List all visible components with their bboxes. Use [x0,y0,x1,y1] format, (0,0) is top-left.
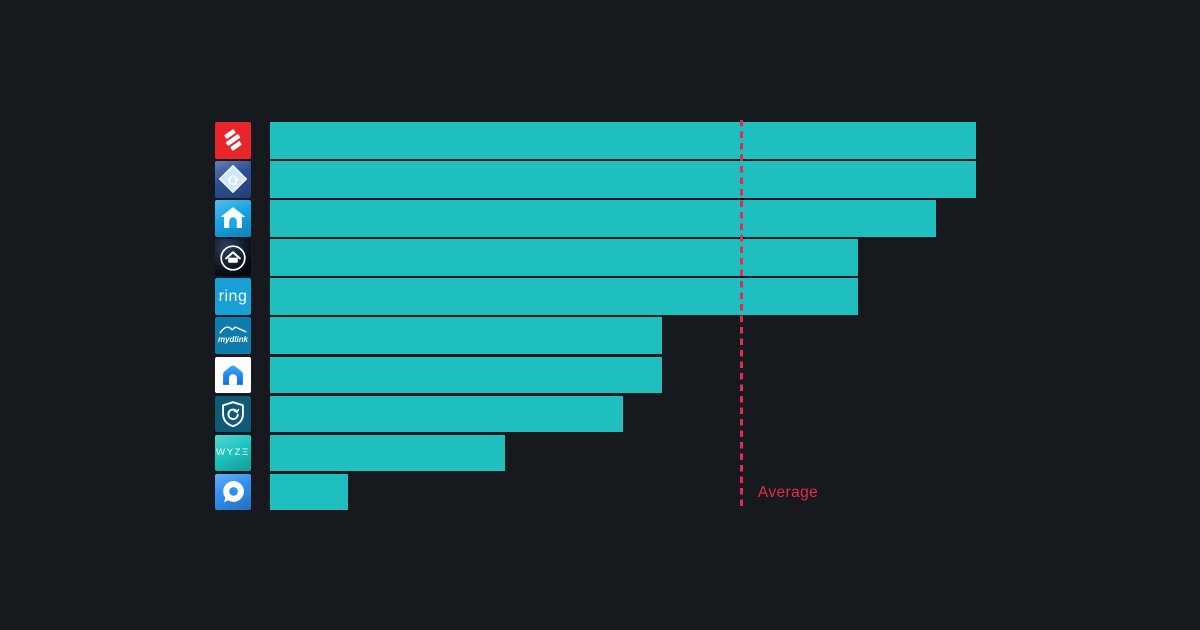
circle-house-icon [215,239,251,276]
simplisafe-logo-icon [215,122,251,159]
rating-bar [270,122,976,159]
rating-bar [270,434,506,472]
chart-row [215,200,1200,237]
chart-row [215,395,1200,433]
shield-refresh-icon [215,395,251,433]
chart-row [215,356,1200,394]
rating-bar [270,356,662,394]
rating-bar [270,239,858,276]
rating-bar [270,161,976,198]
app-ratings-bar-chart: ring mydlink WYZΞ Average [215,120,1200,511]
ring-logo-icon: ring [215,278,251,315]
smart-life-house-icon [215,356,251,394]
average-line [740,120,744,511]
chart-row [215,161,1200,198]
chart-row [215,122,1200,159]
rating-bar [270,278,858,315]
average-label: Average [757,484,819,501]
mydlink-logo-icon: mydlink [215,317,251,355]
rating-bar [270,200,937,237]
rating-bar [270,395,623,433]
rating-bar [270,473,349,511]
chart-row: ring [215,278,1200,315]
house-arch-icon [215,200,251,237]
rating-bar [270,317,662,355]
chart-row [215,239,1200,276]
chart-row: WYZΞ [215,434,1200,472]
pin-bubble-icon [215,473,251,511]
svg-text:mydlink: mydlink [218,335,249,344]
diamond-house-icon [215,161,251,198]
chart-row: mydlink [215,317,1200,355]
chart-rows: ring mydlink WYZΞ [215,122,1200,511]
wyze-logo-icon: WYZΞ [215,434,251,472]
chart-row [215,473,1200,511]
